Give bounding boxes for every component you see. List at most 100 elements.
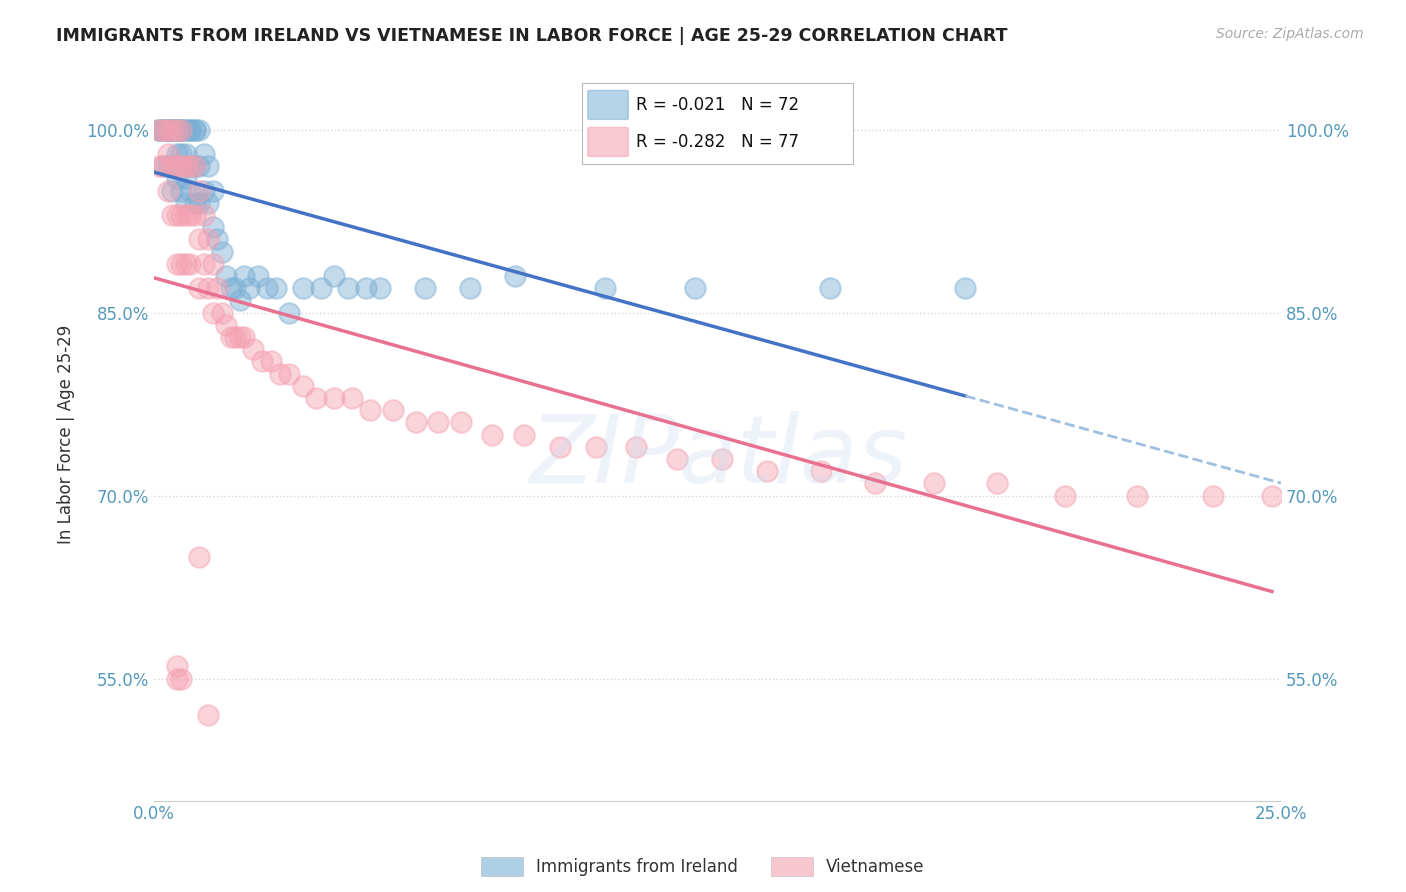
Point <box>1202 489 1225 503</box>
Point <box>207 281 229 295</box>
Point <box>450 416 472 430</box>
Point <box>242 342 264 356</box>
Point <box>156 147 179 161</box>
Point <box>174 122 197 136</box>
Point <box>179 257 201 271</box>
Point <box>166 208 188 222</box>
Point <box>256 281 278 295</box>
Text: IMMIGRANTS FROM IRELAND VS VIETNAMESE IN LABOR FORCE | AGE 25-29 CORRELATION CHA: IMMIGRANTS FROM IRELAND VS VIETNAMESE IN… <box>56 27 1008 45</box>
Point <box>666 452 689 467</box>
Point <box>342 391 364 405</box>
Point <box>188 184 211 198</box>
Point <box>170 122 193 136</box>
Point <box>503 268 526 283</box>
Point <box>160 122 183 136</box>
Point <box>183 208 205 222</box>
Point <box>166 122 188 136</box>
Point <box>197 195 219 210</box>
Point <box>152 159 174 173</box>
Point <box>156 122 179 136</box>
Point <box>585 440 607 454</box>
Point <box>174 122 197 136</box>
Point <box>166 672 188 686</box>
Point <box>207 232 229 246</box>
Point <box>188 232 211 246</box>
Point <box>224 330 246 344</box>
Point <box>211 305 233 319</box>
Point <box>1125 489 1147 503</box>
Point <box>593 281 616 295</box>
Point <box>405 416 427 430</box>
Point <box>152 122 174 136</box>
Point <box>174 171 197 186</box>
Point <box>188 195 211 210</box>
Legend: Immigrants from Ireland, Vietnamese: Immigrants from Ireland, Vietnamese <box>474 850 932 882</box>
Point <box>156 184 179 198</box>
Point <box>183 122 205 136</box>
Point <box>197 159 219 173</box>
Point <box>166 122 188 136</box>
Point <box>197 281 219 295</box>
Point <box>197 708 219 723</box>
Point <box>170 122 193 136</box>
Point <box>148 159 170 173</box>
Point <box>219 330 242 344</box>
Y-axis label: In Labor Force | Age 25-29: In Labor Force | Age 25-29 <box>58 325 75 544</box>
Point <box>264 281 287 295</box>
Point <box>246 268 269 283</box>
Point <box>170 257 193 271</box>
Point <box>427 416 450 430</box>
Point <box>188 159 211 173</box>
Point <box>360 403 382 417</box>
Point <box>148 122 170 136</box>
Point <box>291 378 314 392</box>
Point <box>152 122 174 136</box>
Point <box>166 257 188 271</box>
Point <box>818 281 841 295</box>
Point <box>160 122 183 136</box>
Point <box>170 159 193 173</box>
Point <box>278 305 301 319</box>
Point <box>413 281 436 295</box>
Point <box>160 122 183 136</box>
Point <box>215 268 238 283</box>
Point <box>152 159 174 173</box>
Point <box>756 464 779 478</box>
Point <box>183 195 205 210</box>
Point <box>160 122 183 136</box>
Point <box>683 281 706 295</box>
Point <box>548 440 571 454</box>
Point <box>201 305 224 319</box>
Point <box>170 184 193 198</box>
Point <box>188 281 211 295</box>
Point <box>148 122 170 136</box>
Point <box>179 122 201 136</box>
Point <box>238 281 260 295</box>
Point <box>179 184 201 198</box>
Point <box>188 549 211 564</box>
Point <box>160 159 183 173</box>
Point <box>166 659 188 673</box>
Point <box>260 354 283 368</box>
Point <box>323 391 346 405</box>
Point <box>229 330 252 344</box>
Point <box>323 268 346 283</box>
Point <box>193 147 215 161</box>
Point <box>166 122 188 136</box>
Point <box>481 427 503 442</box>
Point <box>174 159 197 173</box>
Point <box>174 147 197 161</box>
Point <box>170 208 193 222</box>
Point <box>201 184 224 198</box>
Point <box>252 354 274 368</box>
Point <box>179 122 201 136</box>
Point <box>955 281 977 295</box>
Point <box>382 403 405 417</box>
Point <box>174 195 197 210</box>
Point <box>865 476 887 491</box>
Point <box>160 208 183 222</box>
Point <box>711 452 734 467</box>
Point <box>174 208 197 222</box>
Point <box>233 268 256 283</box>
Point <box>170 147 193 161</box>
